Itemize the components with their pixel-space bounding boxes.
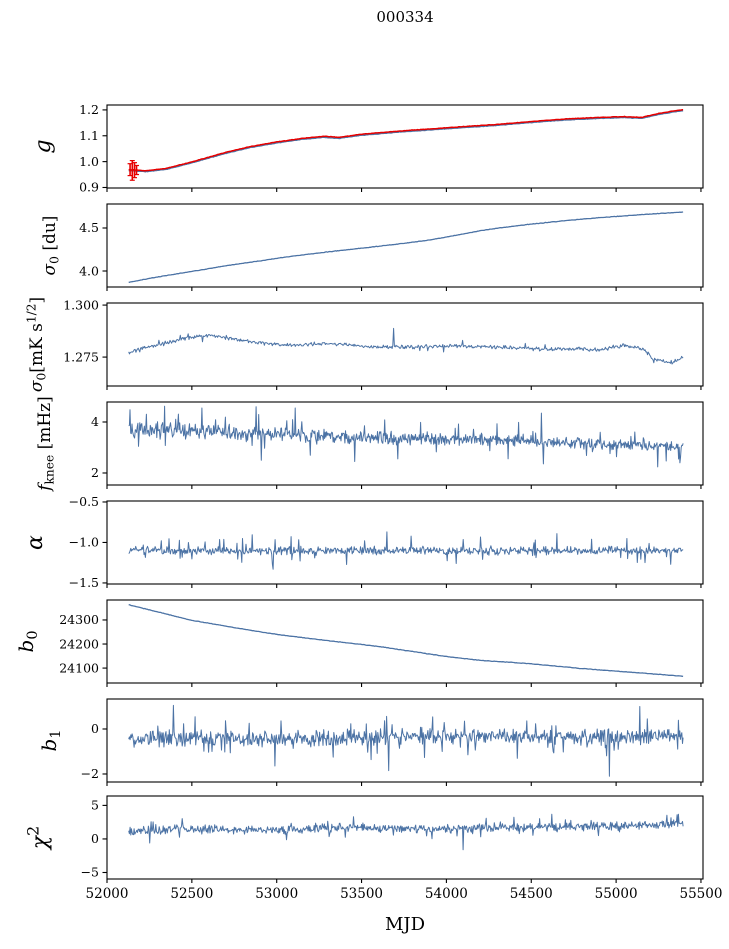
y-tick-label: 1.2 — [79, 102, 99, 117]
y-tick-label: 0.9 — [79, 180, 99, 195]
panel-b0-series-area — [128, 604, 684, 677]
series-sigma0-du-data — [128, 211, 684, 284]
plot-border-sigma0-mk — [106, 302, 704, 387]
y-tick-label: 24300 — [59, 612, 99, 627]
y-tick-label: 4.0 — [79, 263, 99, 278]
panels-group: 0.9 1.0 1.1 1.2 g 4.0 4.5 σ0 [du] 1.275 1.300 σ0[m… — [14, 102, 722, 902]
panel-alpha: −1.5 −1.0 −0.5 α — [23, 494, 704, 590]
panel-sigma0-mk-series-area — [128, 327, 684, 365]
plot-border-alpha — [106, 500, 704, 585]
x-tick-label: 55000 — [595, 886, 638, 902]
y-axis-label-fknee: fknee [mHz] — [35, 396, 56, 493]
y-axis-label-alpha: α — [23, 535, 48, 550]
y-axis-label-g: g — [31, 139, 56, 153]
y-axis-label-b1: b1 — [37, 730, 64, 752]
series-b1-data — [128, 704, 684, 777]
series-b0-data — [128, 604, 684, 677]
panel-fknee: 2 4 fknee [mHz] — [35, 396, 704, 493]
plot-border-fknee — [106, 401, 704, 486]
x-tick-label: 53000 — [255, 886, 298, 902]
x-tick-label: 52000 — [86, 886, 129, 902]
panel-b0: 24100 24200 24300 b0 — [14, 599, 704, 687]
x-tick-label: 53500 — [340, 886, 383, 902]
panel-alpha-series-area — [128, 531, 684, 570]
plot-border-sigma0-du — [106, 203, 704, 288]
panel-sigma0-mk: 1.275 1.300 σ0[mK s1/2] — [25, 297, 704, 392]
y-tick-label: 4 — [91, 414, 99, 429]
y-tick-label: 5 — [91, 798, 99, 813]
x-axis-label: MJD — [385, 914, 425, 935]
panel-sigma0-du: 4.0 4.5 σ0 [du] — [40, 203, 704, 291]
y-tick-label: 0 — [91, 831, 99, 846]
panel-chi2: −5 0 5 χ2 52000 52500 53000 53500 54000 54500 5500… — [24, 795, 722, 902]
y-tick-label: −1.5 — [69, 575, 99, 590]
panel-fknee-series-area — [128, 405, 684, 468]
panel-g-series-area — [127, 109, 684, 181]
series-g-fit — [128, 109, 684, 172]
figure-title: 000334 — [376, 8, 433, 26]
panel-sigma0-du-series-area — [128, 211, 684, 284]
series-alpha-data — [128, 531, 684, 570]
y-tick-label: −2 — [81, 766, 99, 781]
y-tick-label: 1.1 — [79, 128, 99, 143]
y-tick-label: −5 — [81, 865, 99, 880]
y-tick-label: 24200 — [59, 636, 99, 651]
x-tick-label: 54000 — [425, 886, 468, 902]
y-tick-label: 0 — [91, 721, 99, 736]
plot-border-b1 — [106, 698, 704, 783]
y-tick-label: −0.5 — [69, 494, 99, 509]
panel-chi2-series-area — [128, 813, 684, 851]
y-tick-label: −1.0 — [69, 535, 99, 550]
y-tick-label: 4.5 — [79, 220, 99, 235]
plot-border-chi2 — [106, 795, 704, 880]
series-sigma0-mk-data — [128, 327, 684, 365]
y-axis-label-sigma0-mk: σ0[mK s1/2] — [25, 297, 49, 392]
y-tick-label: 2 — [91, 465, 99, 480]
y-axis-label-chi2: χ2 — [24, 826, 53, 851]
plot-border-g — [106, 104, 704, 189]
plot-border-b0 — [106, 599, 704, 684]
x-tick-label: 54500 — [510, 886, 553, 902]
y-tick-label: 1.275 — [63, 349, 99, 364]
y-tick-label: 1.0 — [79, 154, 99, 169]
y-axis-label-sigma0-du: σ0 [du] — [40, 216, 61, 276]
x-tick-label: 52500 — [170, 886, 213, 902]
series-g-data — [128, 110, 684, 173]
panel-g: 0.9 1.0 1.1 1.2 g — [31, 102, 704, 195]
series-chi2-data — [128, 813, 684, 851]
y-tick-label: 1.300 — [63, 297, 99, 312]
panel-b1: −2 0 b1 — [37, 698, 704, 786]
y-tick-label: 24100 — [59, 660, 99, 675]
y-axis-label-b0: b0 — [14, 631, 41, 653]
panel-b1-series-area — [128, 704, 684, 777]
series-fknee-data — [128, 405, 684, 468]
x-tick-label: 55500 — [679, 886, 722, 902]
